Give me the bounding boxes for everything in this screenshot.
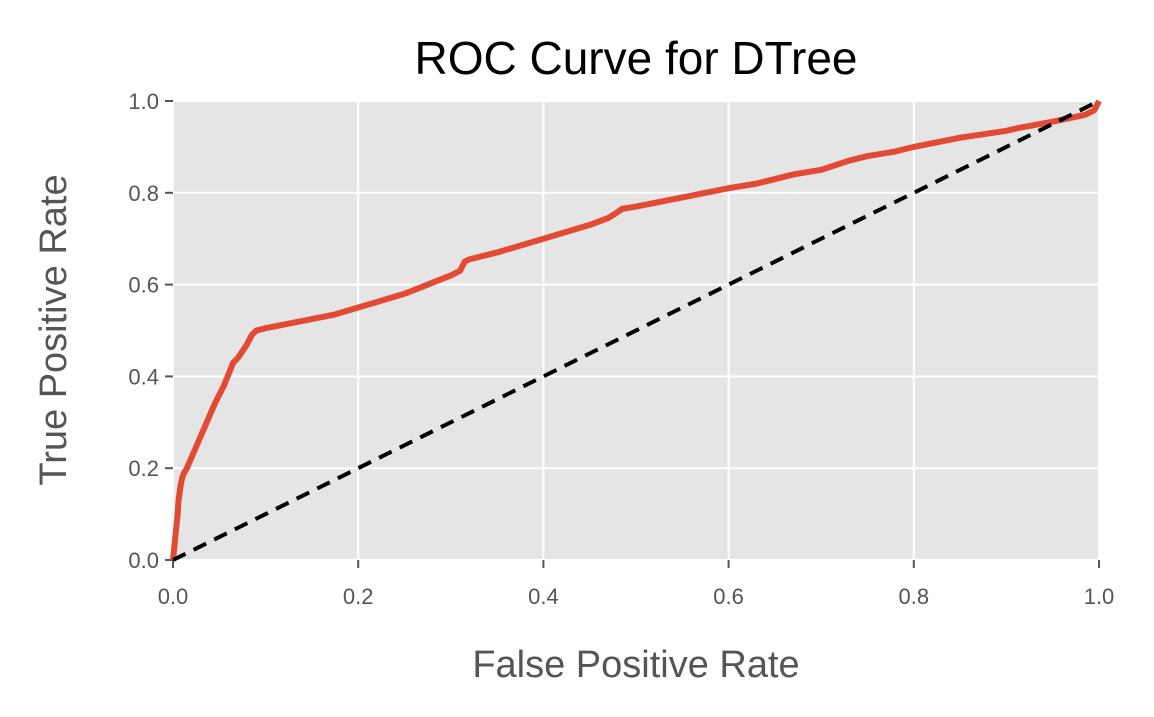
grid-lines (172, 100, 1100, 561)
x-tick-label: 0.6 (713, 584, 744, 609)
axis-ticks: 0.0 0.2 0.4 0.6 0.8 1.0 0.0 0.2 0.4 0.6 0.8 1.0 (128, 89, 1114, 609)
y-tick-label: 0.0 (128, 548, 159, 573)
x-tick-label: 1.0 (1084, 584, 1115, 609)
y-tick-label: 1.0 (128, 89, 159, 114)
x-tick-label: 0.0 (158, 584, 189, 609)
y-tick-label: 0.4 (128, 364, 159, 389)
diagonal-reference-line (172, 99, 1100, 562)
chart-title: ROC Curve for DTree (414, 32, 857, 84)
x-tick-label: 0.2 (343, 584, 374, 609)
x-axis-label: False Positive Rate (472, 644, 799, 686)
roc-curve-line (170, 99, 1102, 561)
y-tick-label: 0.2 (128, 456, 159, 481)
y-axis-label: True Positive Rate (33, 174, 75, 485)
x-tick-label: 0.8 (899, 584, 930, 609)
y-tick-label: 0.6 (128, 273, 159, 298)
series-lines (170, 99, 1102, 562)
x-tick-label: 0.4 (528, 584, 559, 609)
y-tick-label: 0.8 (128, 181, 159, 206)
